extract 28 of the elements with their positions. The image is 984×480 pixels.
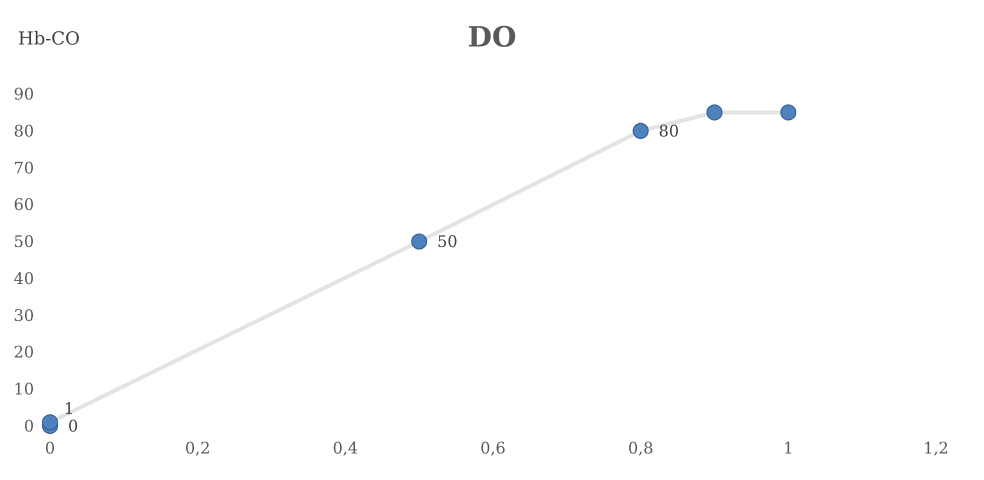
- point: [42, 414, 58, 430]
- y-tick-label: 60: [14, 195, 34, 214]
- data-label: 80: [658, 121, 680, 140]
- x-tick-label: 0,2: [184, 438, 210, 458]
- data-label: 0: [68, 416, 78, 436]
- y-tick-label: 80: [14, 121, 34, 140]
- y-tick-label: 40: [14, 268, 34, 288]
- x-tick-label: 0: [44, 438, 56, 458]
- y-tick-label: 10: [14, 380, 34, 399]
- data-label: 1: [64, 398, 74, 418]
- x-tick-label: 1,2: [923, 438, 949, 458]
- x-tick-label: 1: [783, 438, 794, 458]
- y-tick-label: 70: [14, 158, 34, 178]
- x-tick-label: 0,6: [480, 438, 506, 458]
- data-label: 50: [437, 232, 458, 252]
- y-axis-title: Hb-CO: [18, 28, 80, 50]
- chart-title: DO: [468, 20, 516, 54]
- y-tick-label: 0: [24, 416, 34, 436]
- y-tick-label: 90: [14, 84, 34, 104]
- point: [632, 122, 649, 139]
- point: [411, 234, 428, 250]
- point: [780, 104, 796, 120]
- point: [706, 104, 722, 120]
- x-tick-label: 0,4: [332, 438, 358, 458]
- x-tick-label: 0,8: [628, 438, 654, 458]
- y-tick-label: 30: [14, 306, 34, 325]
- y-tick-label: 20: [14, 342, 34, 362]
- y-tick-label: 50: [14, 232, 34, 252]
